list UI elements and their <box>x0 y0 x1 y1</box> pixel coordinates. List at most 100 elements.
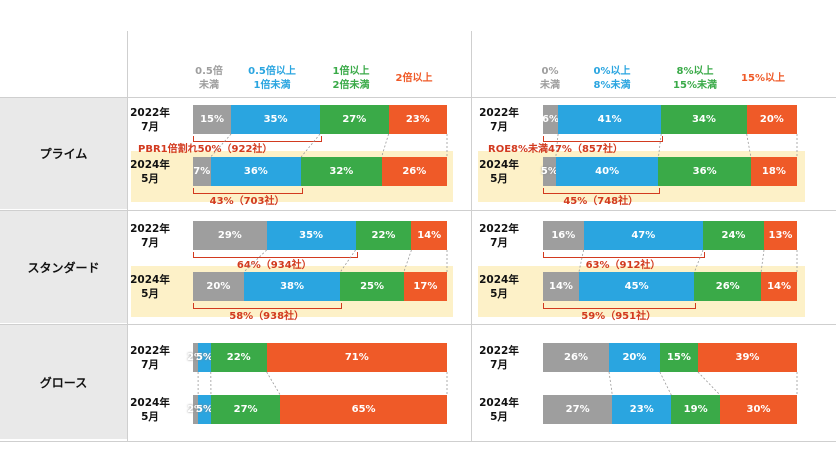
pbr-legend-blue: 0.5倍以上 1倍未満 <box>232 65 312 93</box>
threshold-bracket <box>543 303 697 309</box>
segment-value-label: 24% <box>721 230 746 241</box>
market-label-2: グロース <box>0 325 127 439</box>
threshold-bracket <box>543 188 661 194</box>
segment-value-label: 38% <box>280 281 305 292</box>
left-column-divider <box>127 31 128 441</box>
segment-connector <box>266 371 281 396</box>
legend-line1: 1倍以上 <box>332 66 370 77</box>
roe-bar-segment-orange: 39% <box>697 343 797 372</box>
pbr-legend-green: 1倍以上 2倍未満 <box>311 65 391 93</box>
pbr-bar-segment-gray: 15% <box>193 105 232 134</box>
threshold-note: 43%（703社） <box>209 196 285 207</box>
segment-value-label: 18% <box>761 166 786 177</box>
segment-value-label: 5% <box>195 352 213 363</box>
year-label-line1: 2022年 <box>479 345 519 357</box>
segment-value-label: 13% <box>768 230 793 241</box>
pbr-bar-segment-orange: 14% <box>411 221 447 250</box>
segment-value-label: 34% <box>691 114 716 125</box>
roe-bar-segment-blue: 23% <box>612 395 672 424</box>
roe-bar-segment-blue: 41% <box>558 105 662 134</box>
roe-bar-segment-gray: 14% <box>543 272 579 301</box>
pbr-bar-segment-green: 25% <box>340 272 404 301</box>
pbr-panel-title: 市場区分別のPBRの変化 <box>228 38 365 52</box>
segment-value-label: 65% <box>351 404 376 415</box>
segment-value-label: 45% <box>624 281 649 292</box>
pbr-legend-orange: 2倍以上 <box>374 72 454 86</box>
year-label-line1: 2024年 <box>130 397 170 409</box>
row-divider-3 <box>0 441 836 442</box>
roe-bar-segment-green: 19% <box>671 395 721 424</box>
pbr-bar-segment-blue: 5% <box>195 343 213 372</box>
segment-value-label: 27% <box>565 404 590 415</box>
pbr-bar-segment-gray: 29% <box>193 221 267 250</box>
segment-value-label: 40% <box>595 166 620 177</box>
legend-line1: 0%以上 <box>593 66 631 77</box>
year-label-line2: 7月 <box>490 121 508 133</box>
pbr-bar-segment-orange: 23% <box>388 105 447 134</box>
year-label-line1: 2024年 <box>479 159 519 171</box>
pbr-bar-segment-blue: 38% <box>243 272 341 301</box>
roe-panel-title: 市場区分別のROEの変化 <box>580 38 717 52</box>
year-label-line1: 2022年 <box>479 107 519 119</box>
segment-value-label: 19% <box>683 404 708 415</box>
year-label: 2024年 5月 <box>464 273 534 301</box>
pbr-bar-segment-blue: 35% <box>231 105 320 134</box>
threshold-note: PBR1倍割れ50%（922社） <box>138 144 273 155</box>
segment-value-label: 29% <box>217 230 242 241</box>
roe-bar-segment-orange: 20% <box>746 105 797 134</box>
year-label-line1: 2022年 <box>130 345 170 357</box>
year-label-line1: 2024年 <box>479 274 519 286</box>
roe-bar-segment-orange: 30% <box>720 395 797 424</box>
pbr-bar-segment-gray: 2% <box>187 343 204 372</box>
segment-value-label: 26% <box>715 281 740 292</box>
roe-bar-segment-gray: 6% <box>542 105 559 134</box>
roe-bar-segment-gray: 16% <box>543 221 584 250</box>
segment-value-label: 35% <box>263 114 288 125</box>
roe-bar-segment-gray: 5% <box>541 157 558 186</box>
year-label: 2024年 5月 <box>464 396 534 424</box>
year-label-line1: 2024年 <box>130 274 170 286</box>
pbr-legend-gray: 0.5倍 未満 <box>169 65 249 93</box>
roe-bar-segment-blue: 20% <box>609 343 660 372</box>
year-label: 2024年 5月 <box>115 273 185 301</box>
legend-line1: 2倍以上 <box>395 73 433 84</box>
segment-value-label: 2% <box>187 352 205 363</box>
segment-value-label: 26% <box>564 352 588 363</box>
segment-value-label: 5% <box>196 404 214 415</box>
roe-bar-segment-gray: 27% <box>543 395 613 424</box>
year-label: 2024年 5月 <box>464 158 534 186</box>
market-label-1: スタンダード <box>0 211 127 323</box>
year-label: 2022年 7月 <box>115 106 185 134</box>
segment-value-label: 26% <box>402 166 427 177</box>
pbr-bar-segment-green: 27% <box>210 395 281 424</box>
roe-bar-segment-green: 15% <box>659 343 698 372</box>
segment-value-label: 36% <box>692 166 717 177</box>
legend-line1: 0.5倍以上 <box>248 66 296 77</box>
segment-value-label: 71% <box>344 352 369 363</box>
segment-value-label: 22% <box>371 230 396 241</box>
year-label-line2: 5月 <box>141 173 159 185</box>
segment-value-label: 16% <box>551 230 576 241</box>
threshold-note: 64%（934社） <box>236 260 312 271</box>
legend-line2: 8%未満 <box>593 80 631 91</box>
segment-value-label: 20% <box>206 281 231 292</box>
pbr-bar-segment-blue: 36% <box>210 157 302 186</box>
year-label-line1: 2022年 <box>130 107 170 119</box>
threshold-bracket <box>193 136 322 142</box>
segment-connector <box>608 371 613 396</box>
threshold-note: ROE8%未満47%（857社） <box>488 144 623 155</box>
segment-value-label: 23% <box>405 114 430 125</box>
year-label-line2: 7月 <box>490 359 508 371</box>
roe-bar-segment-green: 36% <box>658 157 751 186</box>
segment-connector <box>659 371 672 396</box>
year-label-line2: 7月 <box>490 237 508 249</box>
roe-legend-orange: 15%以上 <box>723 72 803 86</box>
pbr-bar-segment-gray: 2% <box>187 395 204 424</box>
segment-value-label: 27% <box>233 404 258 415</box>
segment-value-label: 39% <box>735 352 760 363</box>
year-label-line2: 5月 <box>490 411 508 423</box>
segment-value-label: 20% <box>759 114 784 125</box>
year-label-line1: 2022年 <box>130 223 170 235</box>
threshold-bracket <box>193 188 304 194</box>
